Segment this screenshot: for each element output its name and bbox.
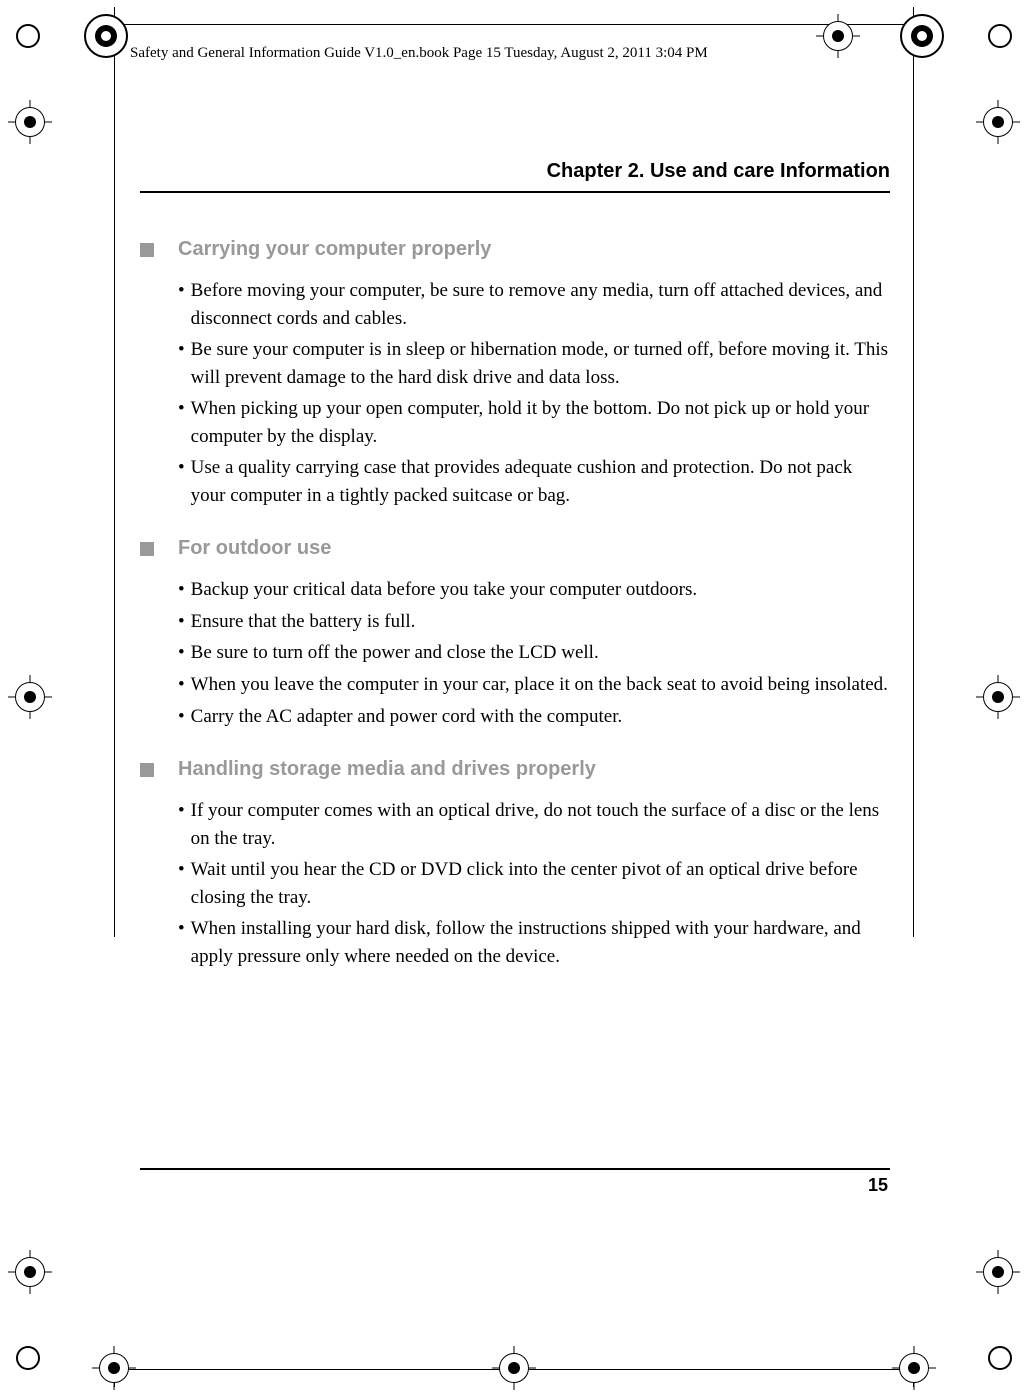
- bullet-item: •When picking up your open computer, hol…: [178, 395, 890, 450]
- bullet-list: •If your computer comes with an optical …: [140, 797, 890, 970]
- section-heading: Handling storage media and drives proper…: [140, 758, 890, 781]
- crosshair-mark-icon: [976, 675, 1020, 719]
- section-heading: Carrying your computer properly: [140, 238, 890, 261]
- bullet-item: •Use a quality carrying case that provid…: [178, 454, 890, 509]
- bullet-item: •When you leave the computer in your car…: [178, 671, 890, 699]
- section: Carrying your computer properly•Before m…: [140, 238, 890, 509]
- crosshair-mark-icon: [8, 100, 52, 144]
- bullet-list: •Backup your critical data before you ta…: [140, 576, 890, 730]
- page-footer-rule: [140, 1168, 890, 1170]
- section-heading: For outdoor use: [140, 537, 890, 560]
- bullet-item: •Be sure your computer is in sleep or hi…: [178, 336, 890, 391]
- bullet-text: When you leave the computer in your car,…: [191, 671, 888, 699]
- bullet-text: Use a quality carrying case that provide…: [191, 454, 890, 509]
- bullet-text: Be sure to turn off the power and close …: [191, 639, 599, 667]
- crosshair-mark-icon: [8, 1250, 52, 1294]
- crop-line-right: [913, 7, 914, 937]
- crop-line-top: [114, 24, 914, 25]
- crop-line-left: [114, 7, 115, 937]
- bullet-text: Carry the AC adapter and power cord with…: [191, 703, 623, 731]
- bullet-dot-icon: •: [178, 856, 185, 911]
- bullet-item: •Ensure that the battery is full.: [178, 608, 890, 636]
- bullet-list: •Before moving your computer, be sure to…: [140, 277, 890, 509]
- circle-mark-icon: [16, 24, 40, 48]
- bullet-item: •If your computer comes with an optical …: [178, 797, 890, 852]
- bullet-text: Be sure your computer is in sleep or hib…: [191, 336, 890, 391]
- bullet-dot-icon: •: [178, 336, 185, 391]
- chapter-rule: [140, 191, 890, 193]
- square-bullet-icon: [140, 763, 154, 777]
- bullet-dot-icon: •: [178, 703, 185, 731]
- circle-mark-icon: [988, 1346, 1012, 1370]
- bullet-dot-icon: •: [178, 454, 185, 509]
- bullet-item: •Backup your critical data before you ta…: [178, 576, 890, 604]
- bullet-item: •Before moving your computer, be sure to…: [178, 277, 890, 332]
- section-title: Handling storage media and drives proper…: [178, 758, 596, 781]
- bullet-dot-icon: •: [178, 797, 185, 852]
- content-area: Chapter 2. Use and care Information Carr…: [140, 160, 890, 998]
- bullet-dot-icon: •: [178, 639, 185, 667]
- section: For outdoor use•Backup your critical dat…: [140, 537, 890, 730]
- bullet-item: •When installing your hard disk, follow …: [178, 915, 890, 970]
- page-number: 15: [868, 1175, 888, 1196]
- bullet-text: Backup your critical data before you tak…: [191, 576, 698, 604]
- crosshair-mark-icon: [976, 100, 1020, 144]
- page: Safety and General Information Guide V1.…: [0, 0, 1028, 1394]
- bullet-dot-icon: •: [178, 671, 185, 699]
- bullet-item: •Be sure to turn off the power and close…: [178, 639, 890, 667]
- bullet-dot-icon: •: [178, 277, 185, 332]
- bullet-text: When picking up your open computer, hold…: [191, 395, 890, 450]
- square-bullet-icon: [140, 542, 154, 556]
- bullet-dot-icon: •: [178, 915, 185, 970]
- bullet-text: Ensure that the battery is full.: [191, 608, 416, 636]
- crosshair-mark-icon: [816, 14, 860, 58]
- square-bullet-icon: [140, 243, 154, 257]
- circle-mark-icon: [16, 1346, 40, 1370]
- bullet-text: Before moving your computer, be sure to …: [191, 277, 890, 332]
- bullet-dot-icon: •: [178, 395, 185, 450]
- section-title: For outdoor use: [178, 537, 331, 560]
- section-title: Carrying your computer properly: [178, 238, 491, 261]
- crosshair-mark-icon: [8, 675, 52, 719]
- bullet-text: When installing your hard disk, follow t…: [191, 915, 890, 970]
- book-header: Safety and General Information Guide V1.…: [130, 45, 708, 62]
- bullet-dot-icon: •: [178, 576, 185, 604]
- circle-mark-icon: [988, 24, 1012, 48]
- registration-mark-icon: [84, 14, 128, 58]
- bullet-text: Wait until you hear the CD or DVD click …: [191, 856, 890, 911]
- bullet-item: •Wait until you hear the CD or DVD click…: [178, 856, 890, 911]
- crosshair-mark-icon: [976, 1250, 1020, 1294]
- registration-mark-icon: [900, 14, 944, 58]
- bullet-text: If your computer comes with an optical d…: [191, 797, 890, 852]
- bullet-item: •Carry the AC adapter and power cord wit…: [178, 703, 890, 731]
- crosshair-mark-icon: [892, 1346, 936, 1390]
- bullet-dot-icon: •: [178, 608, 185, 636]
- crosshair-mark-icon: [92, 1346, 136, 1390]
- crosshair-mark-icon: [492, 1346, 536, 1390]
- chapter-title: Chapter 2. Use and care Information: [140, 160, 890, 183]
- section: Handling storage media and drives proper…: [140, 758, 890, 970]
